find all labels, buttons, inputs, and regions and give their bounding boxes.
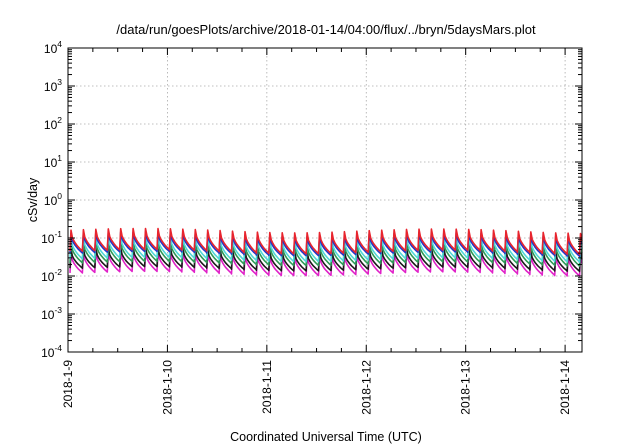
y-tick-label: 101 [44,153,62,170]
series-line [69,235,583,263]
y-tick-label: 10-3 [41,305,62,322]
y-tick-label: 102 [44,115,62,132]
series-group [69,227,583,277]
x-tick-label: 2018-1-10 [160,360,174,415]
y-tick-label: 10-4 [41,343,62,360]
x-axis-label: Coordinated Universal Time (UTC) [230,430,422,444]
series-line [69,227,583,256]
y-axis-label: cSv/day [26,177,40,222]
y-axis-ticks: 104 103 102 101 100 10-1 10-2 10-3 10-4 [41,39,582,360]
x-tick-label: 2018-1-11 [260,360,274,414]
plot-border [67,47,583,353]
series-line [69,250,583,277]
y-tick-label: 10-1 [41,229,62,246]
grid [68,47,582,353]
x-axis-ticks: 2018-1-9 2018-1-10 2018-1-11 2018-1-12 2018-… [61,48,572,415]
y-tick-label: 100 [44,191,62,208]
y-tick-label: 103 [44,77,62,94]
series-line [69,240,583,267]
x-tick-label: 2018-1-14 [558,360,572,415]
chart-title: /data/run/goesPlots/archive/2018-01-14/0… [116,22,536,37]
series-line [69,246,583,273]
series-line [69,231,583,258]
x-tick-label: 2018-1-13 [459,360,473,415]
x-tick-label: 2018-1-12 [359,360,373,415]
x-tick-label: 2018-1-9 [61,360,75,408]
y-tick-label: 10-2 [41,267,62,284]
y-tick-label: 104 [44,39,62,56]
